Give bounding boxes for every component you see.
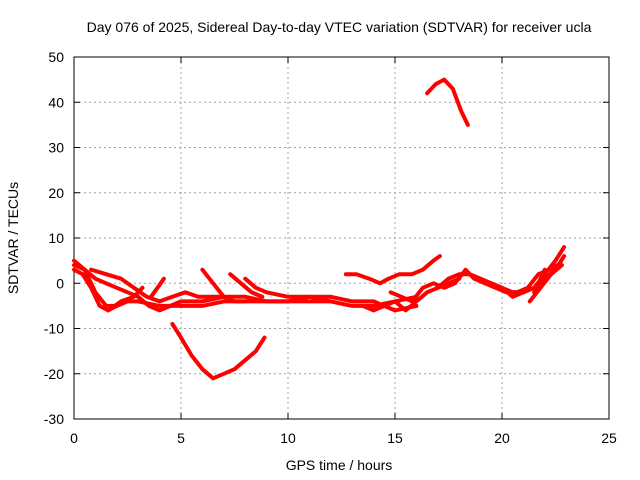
series-line-s2 — [72, 263, 419, 313]
series-line-s1 — [72, 258, 419, 308]
series-line-s7 — [200, 267, 248, 304]
y-tick-label: 50 — [48, 49, 64, 65]
y-tick-label: 30 — [48, 140, 64, 156]
series-line-s9 — [243, 276, 333, 304]
series-line-s12 — [425, 77, 470, 127]
y-tick-label: -20 — [44, 366, 64, 382]
series-line-s8 — [228, 272, 265, 299]
series-line-s17 — [527, 263, 564, 304]
axis-ticks: 0 5 10 15 20 25 -30 -20 -10 0 10 20 30 40 50 — [44, 49, 617, 446]
chart-title: Day 076 of 2025, Sidereal Day-to-day VTE… — [87, 19, 592, 35]
series-line-s18 — [532, 267, 547, 295]
x-tick-label: 25 — [601, 430, 617, 446]
series-line-s5 — [89, 267, 226, 304]
x-tick-label: 20 — [494, 430, 510, 446]
y-tick-label: 10 — [48, 230, 64, 246]
series-line-s11 — [343, 254, 442, 286]
y-tick-label: -30 — [44, 411, 64, 427]
x-tick-label: 5 — [177, 430, 185, 446]
x-tick-label: 10 — [280, 430, 296, 446]
y-tick-label: 40 — [48, 94, 64, 110]
series-line-s16 — [489, 245, 567, 299]
series-group — [72, 77, 567, 381]
y-axis-title: SDTVAR / TECUs — [5, 182, 21, 294]
x-axis-title: GPS time / hours — [286, 457, 393, 473]
y-tick-label: 20 — [48, 185, 64, 201]
x-tick-label: 0 — [70, 430, 78, 446]
y-tick-label: 0 — [56, 275, 64, 291]
series-line-s14 — [388, 263, 560, 304]
series-line-s6 — [149, 276, 166, 299]
grid — [74, 57, 609, 419]
x-tick-label: 15 — [387, 430, 403, 446]
series-line-s10 — [170, 322, 267, 381]
y-tick-label: -10 — [44, 321, 64, 337]
